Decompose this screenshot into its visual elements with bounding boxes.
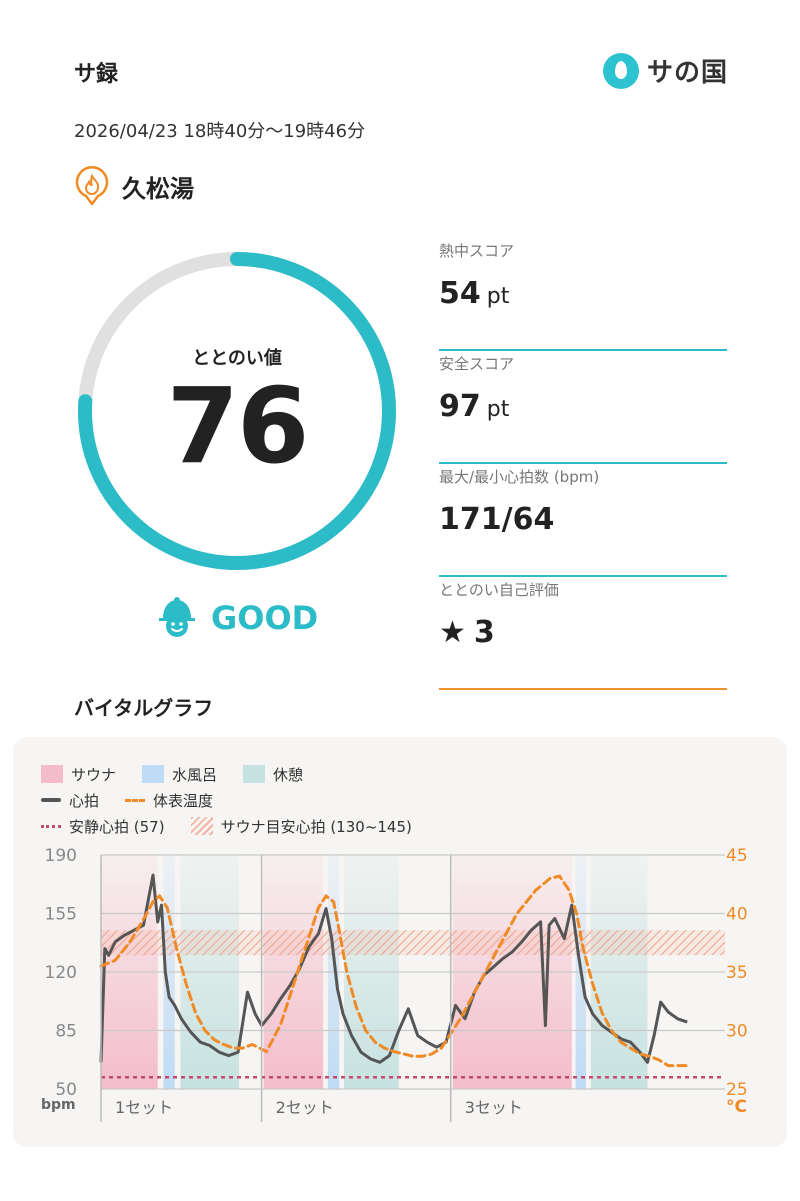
legend-resting-hr: 安静心拍 (57) [41,816,165,837]
legend-swatch [142,765,165,783]
brand-logo: サの国 [602,52,728,89]
metric-heart-rate: 最大/最小心拍数 (bpm) 171/64 [439,464,727,577]
legend-heart-rate: 心拍 [41,790,99,811]
set-label: 1セット [115,1098,173,1117]
y-tick-left: 155 [45,905,77,925]
totonoi-score-gauge: ととのい値 76 [74,248,400,574]
heart-rate-line [99,873,688,1064]
metric-value: 97 pt [439,389,509,424]
y-tick-left: 50 [55,1080,77,1100]
legend-rest: 休憩 [243,764,303,785]
score-value: 76 [166,365,310,487]
legend-label: 心拍 [69,791,100,810]
y-tick-right: 25 [726,1080,748,1100]
facility[interactable]: 久松湯 [74,166,194,206]
legend-label: サウナ [71,765,117,784]
score-ring-fill [78,252,396,570]
legend-water: 水風呂 [142,764,217,785]
chart-legend: サウナ 水風呂 休憩 心拍 体表温度 安静心拍 (57) サウナ目安心拍 (13… [41,761,438,839]
metric-safety-score: 安全スコア 97 pt [439,351,727,464]
y-tick-left: 120 [45,963,77,983]
y-unit-right: °C [726,1097,747,1117]
y-tick-right: 45 [726,846,748,866]
score-ring [78,252,396,570]
graph-title: バイタルグラフ [74,696,214,720]
legend-target-hr: サウナ目安心拍 (130~145) [190,816,412,837]
metric-value: 54 pt [439,276,509,311]
y-tick-right: 30 [726,1022,748,1042]
legend-swatch [243,765,266,783]
metric-label: 安全スコア [439,355,515,373]
session-datetime: 2026/04/23 18時40分〜19時46分 [74,121,366,142]
set-label: 2セット [276,1098,334,1117]
brand-name: サの国 [646,58,728,88]
metric-number: 54 [439,276,481,311]
metric-unit: pt [486,284,510,309]
legend-label: 安静心拍 (57) [69,817,165,836]
legend-body-temp: 体表温度 [125,790,213,811]
legend-swatch [41,765,63,783]
vital-graph-card: サウナ 水風呂 休憩 心拍 体表温度 安静心拍 (57) サウナ目安心拍 (13… [13,737,787,1147]
y-tick-right: 40 [726,905,748,925]
flame-pin-icon [75,166,109,206]
legend-sauna: サウナ [41,764,116,785]
metrics-list: 熱中スコア 54 pt 安全スコア 97 pt 最大/最小心拍数 (bpm) 171… [439,238,727,690]
score-label: ととのい値 [192,348,282,369]
legend-label: 水風呂 [172,765,218,784]
metric-heat-score: 熱中スコア 54 pt [439,238,727,351]
metric-unit: pt [486,397,510,422]
legend-swatch [41,824,61,828]
y-tick-left: 190 [45,846,77,866]
legend-swatch [41,798,61,802]
rating: GOOD [155,596,318,640]
body-temp-line [99,874,689,1068]
legend-label: サウナ目安心拍 (130~145) [220,817,412,836]
metric-label: 熱中スコア [439,242,515,260]
y-tick-left: 85 [55,1022,77,1042]
legend-label: 休憩 [273,765,304,784]
metric-value: 171/64 [439,502,554,537]
metric-number: 97 [439,389,481,424]
page-title: サ録 [74,62,119,87]
rating-text: GOOD [211,599,319,637]
star-icon: ★ [439,615,466,650]
metric-number: 171/64 [439,502,555,537]
metric-label: ととのい自己評価 [439,581,559,599]
body-temp-series [99,874,689,1068]
heart-rate-series [99,873,688,1064]
set-label: 3セット [465,1098,523,1117]
legend-swatch [125,798,146,802]
metric-self-rating: ととのい自己評価 ★ 3 [439,577,727,690]
target-hr-hatch [101,930,725,956]
metric-label: 最大/最小心拍数 (bpm) [439,468,600,486]
metric-number: 3 [473,615,495,650]
metric-value: ★ 3 [439,615,495,650]
water-drop-icon [602,52,639,89]
y-unit-left: bpm [41,1097,76,1113]
legend-swatch [190,817,213,835]
target-hr-band [101,930,725,956]
sauna-hat-face-icon [159,597,195,637]
facility-name: 久松湯 [122,174,194,203]
legend-label: 体表温度 [153,791,214,810]
y-tick-right: 35 [726,963,748,983]
